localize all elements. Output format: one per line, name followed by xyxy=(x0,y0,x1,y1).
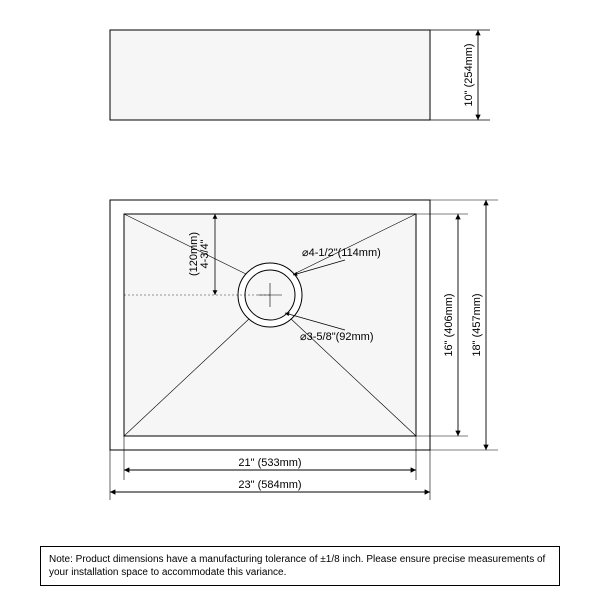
tolerance-note: Note: Product dimensions have a manufact… xyxy=(40,546,560,586)
outer-dia-dim: ⌀4-1/2"(114mm) xyxy=(302,247,381,259)
side-height-dim: 10" (254mm) xyxy=(463,43,475,106)
side-view: 10" (254mm) xyxy=(110,30,490,120)
offset-dim-b: (120mm) xyxy=(188,232,200,276)
offset-dim-a: 4-3/4" xyxy=(199,239,211,268)
inner-dia-dim: ⌀3-5/8"(92mm) xyxy=(300,331,374,343)
inner-height-dim: 16" (406mm) xyxy=(443,293,455,356)
outer-width-dim: 23" (584mm) xyxy=(238,479,301,491)
note-text: Note: Product dimensions have a manufact… xyxy=(49,554,545,578)
inner-width-dim: 21" (533mm) xyxy=(238,457,301,469)
top-view: 4-3/4" (120mm) ⌀4-1/2"(114mm) ⌀3-5/8"(92… xyxy=(110,200,498,500)
outer-height-dim: 18" (457mm) xyxy=(471,293,483,356)
dimension-drawing: 10" (254mm) 4-3/4" (120mm) ⌀4-1/2"(114mm… xyxy=(0,0,600,560)
